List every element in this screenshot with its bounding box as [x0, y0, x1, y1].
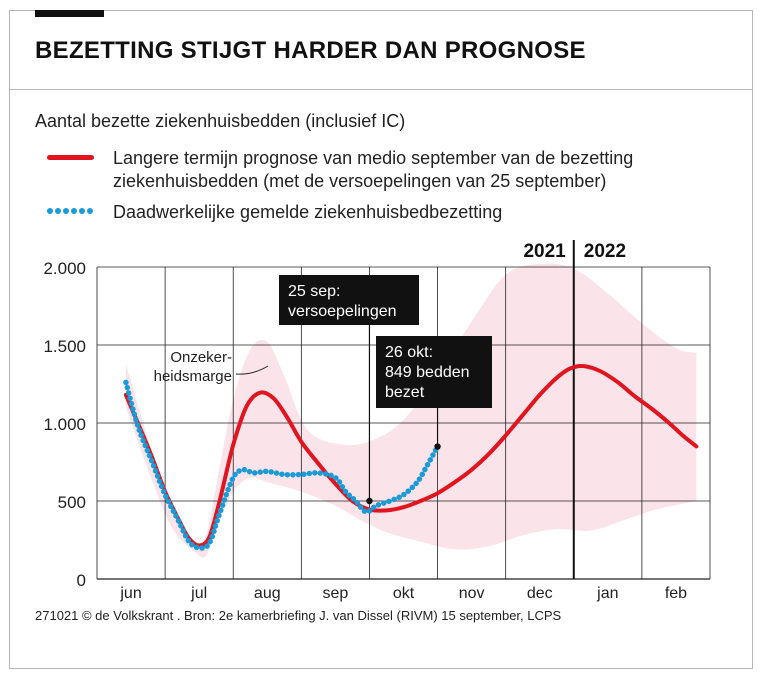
legend-dots-icon — [35, 201, 113, 225]
annotation-text-sep25: 25 sep: — [288, 283, 340, 300]
series-dots-actual — [123, 379, 441, 551]
annotation-box-sep25 — [279, 275, 419, 325]
source-credit: 271021 © de Volkskrant . Bron: 2e kamerb… — [35, 608, 562, 623]
uncertainty-band — [125, 263, 697, 558]
title-divider — [9, 89, 753, 90]
y-tick-label: 1.000 — [43, 415, 86, 434]
y-tick-label: 2.000 — [43, 259, 86, 278]
year-label-2022: 2022 — [584, 241, 626, 262]
legend-label-actual: Daadwerkelijke gemelde ziekenhuisbedbeze… — [113, 202, 503, 222]
x-tick-label: jul — [190, 585, 207, 602]
x-tick-label: nov — [459, 585, 485, 602]
x-tick-label: jan — [596, 585, 618, 602]
band-label-line2: heidsmarge — [154, 368, 232, 385]
y-tick-label: 1.500 — [43, 337, 86, 356]
top-accent-bar — [35, 10, 104, 17]
legend-label-prognose: Langere termijn prognose van medio septe… — [113, 148, 634, 191]
legend-item-actual: Daadwerkelijke gemelde ziekenhuisbedbeze… — [35, 201, 733, 225]
annotation-text-okt26: bezet — [385, 384, 425, 401]
annotation-text-okt26: 26 okt: — [385, 344, 433, 361]
annotation-text-okt26: 849 bedden — [385, 364, 470, 381]
x-tick-label: jun — [119, 585, 141, 602]
x-tick-label: sep — [322, 585, 348, 602]
legend-item-prognose: Langere termijn prognose van medio septe… — [35, 147, 733, 193]
annotation-box-okt26 — [376, 336, 492, 408]
chart-title: BEZETTING STIJGT HARDER DAN PROGNOSE — [35, 37, 586, 64]
annotation-dot-okt26 — [434, 443, 441, 450]
band-label-line1: Onzeker- — [170, 349, 232, 366]
x-tick-label: okt — [393, 585, 415, 602]
annotation-dot-sep25 — [366, 497, 373, 505]
x-tick-label: feb — [665, 585, 687, 602]
legend-line-icon — [35, 147, 113, 171]
chart-subtitle: Aantal bezette ziekenhuisbedden (inclusi… — [35, 111, 406, 131]
x-tick-label: dec — [527, 585, 553, 602]
annotation-text-sep25: versoepelingen — [288, 303, 397, 320]
band-label-leader — [235, 365, 269, 375]
year-label-2021: 2021 — [523, 241, 566, 262]
y-tick-label: 0 — [77, 571, 86, 590]
series-line-prognose — [123, 363, 699, 548]
y-tick-label: 500 — [58, 493, 86, 512]
frame — [9, 10, 753, 669]
x-tick-label: aug — [254, 585, 281, 602]
